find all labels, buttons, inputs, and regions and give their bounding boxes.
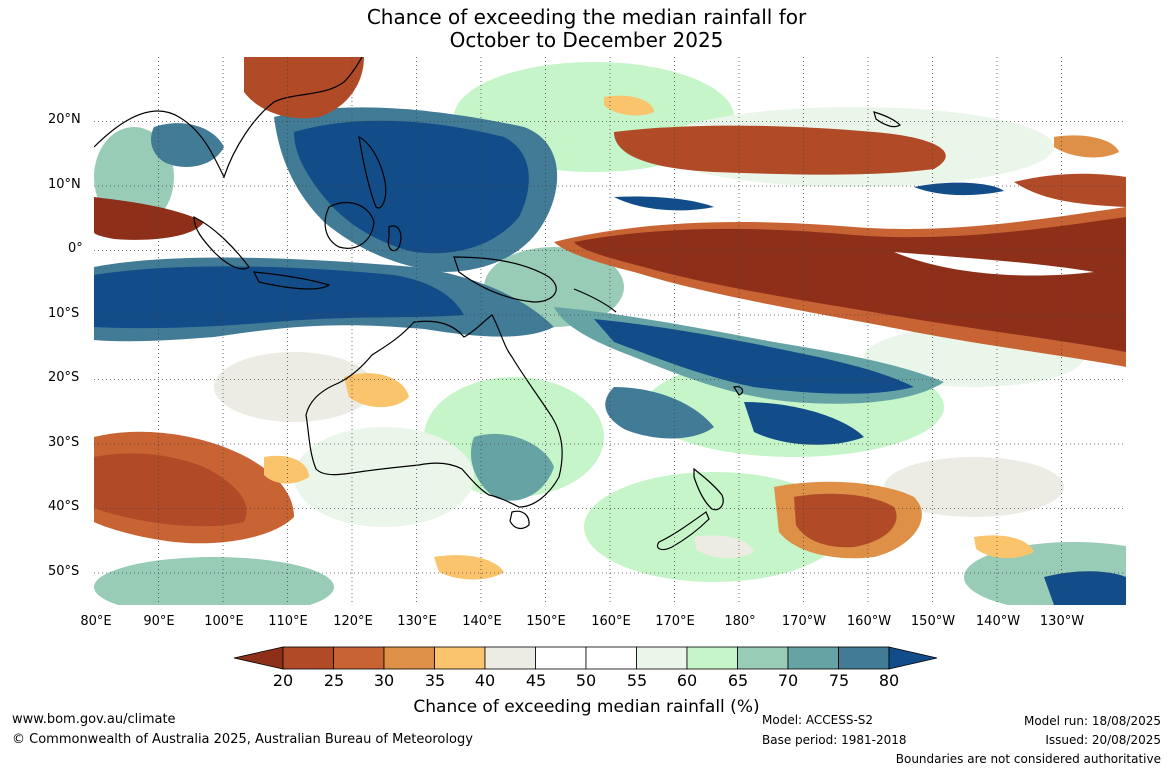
colorbar-tick-55: 55: [626, 671, 648, 690]
fiji-coastline: [733, 386, 744, 396]
colorbar-cell: [686, 646, 738, 670]
lon-label-150e: 150°E: [526, 614, 566, 629]
colorbar-label: Chance of exceeding median rainfall (%): [413, 697, 760, 717]
colorbar-tick-80: 80: [878, 671, 900, 690]
lat-label-20n: 20°N: [48, 112, 81, 127]
colorbar-cell: [787, 646, 839, 670]
colorbar-arrow-low: [233, 646, 284, 670]
colorbar-tick-75: 75: [828, 671, 850, 690]
colorbar-cell: [838, 646, 890, 670]
lon-label-100e: 100°E: [204, 614, 244, 629]
colorbar-tick-35: 35: [424, 671, 446, 690]
graticule: [94, 57, 1126, 605]
sulawesi-coastline: [387, 225, 402, 252]
new-guinea-coastline: [453, 256, 557, 303]
lon-label-120e: 120°E: [333, 614, 373, 629]
colorbar-cell: [484, 646, 536, 670]
lat-label-40s: 40°S: [48, 499, 80, 514]
colorbar-cell: [636, 646, 688, 670]
base-period: Base period: 1981-2018: [762, 733, 907, 747]
copyright-text: © Commonwealth of Australia 2025, Austra…: [12, 732, 473, 747]
colorbar: [233, 646, 938, 670]
colorbar-tick-20: 20: [272, 671, 294, 690]
model-run-date: Model run: 18/08/2025: [1023, 714, 1161, 728]
coastlines: [94, 57, 901, 551]
lat-label-20s: 20°S: [48, 370, 80, 385]
colorbar-tick-70: 70: [777, 671, 799, 690]
colorbar-tick-40: 40: [474, 671, 496, 690]
lon-label-80e: 80°E: [80, 614, 112, 629]
rainfall-outlook-map: [94, 57, 1126, 605]
borneo-coastline: [324, 202, 375, 249]
philippines-coastline: [358, 135, 387, 209]
colorbar-cell: [333, 646, 385, 670]
colorbar-cell: [737, 646, 789, 670]
website-link[interactable]: www.bom.gov.au/climate: [12, 712, 176, 727]
asia-mainland-coastline: [94, 57, 363, 179]
australia-coastline: [305, 314, 563, 508]
colorbar-tick-45: 45: [525, 671, 547, 690]
lon-label-90e: 90°E: [143, 614, 175, 629]
lon-label-140e: 140°E: [462, 614, 502, 629]
tasmania-coastline: [509, 510, 530, 530]
java-coastline: [252, 271, 331, 290]
lat-label-10s: 10°S: [48, 306, 80, 321]
colorbar-cell: [535, 646, 587, 670]
colorbar-tick-65: 65: [727, 671, 749, 690]
issued-date: Issued: 20/08/2025: [1045, 733, 1161, 747]
hawaii-coastline: [873, 111, 901, 128]
lon-label-180: 180°: [724, 614, 756, 629]
new-zealand-south-coastline: [656, 511, 710, 551]
colorbar-cell: [282, 646, 334, 670]
lon-label-140w: 140°W: [975, 614, 1021, 629]
lon-label-170w: 170°W: [781, 614, 827, 629]
lon-label-130e: 130°E: [397, 614, 437, 629]
lat-label-10n: 10°N: [48, 177, 81, 192]
colorbar-tick-30: 30: [373, 671, 395, 690]
new-zealand-north-coastline: [693, 467, 724, 511]
colorbar-arrow-high: [888, 646, 938, 670]
colorbar-cell: [434, 646, 486, 670]
lon-label-160e: 160°E: [591, 614, 631, 629]
boundaries-disclaimer: Boundaries are not considered authoritat…: [895, 752, 1161, 766]
lon-label-110e: 110°E: [268, 614, 308, 629]
colorbar-cell: [585, 646, 637, 670]
lon-label-150w: 150°W: [910, 614, 956, 629]
map-title-line2: October to December 2025: [449, 28, 724, 52]
lat-label-50s: 50°S: [48, 564, 80, 579]
lat-label-30s: 30°S: [48, 435, 80, 450]
colorbar-cell: [383, 646, 435, 670]
probability-shading-dry: [94, 57, 1126, 580]
lon-label-170e: 170°E: [655, 614, 695, 629]
colorbar-cells: [233, 646, 938, 670]
lon-label-160w: 160°W: [846, 614, 892, 629]
colorbar-tick-25: 25: [323, 671, 345, 690]
colorbar-tick-50: 50: [575, 671, 597, 690]
lon-label-130w: 130°W: [1039, 614, 1085, 629]
colorbar-tick-60: 60: [676, 671, 698, 690]
solomon-islands-coastline: [573, 288, 617, 313]
map-title-line1: Chance of exceeding the median rainfall …: [366, 5, 807, 29]
sumatra-coastline: [193, 216, 250, 270]
lat-label-0: 0°: [68, 241, 83, 256]
model-name: Model: ACCESS-S2: [762, 713, 874, 727]
